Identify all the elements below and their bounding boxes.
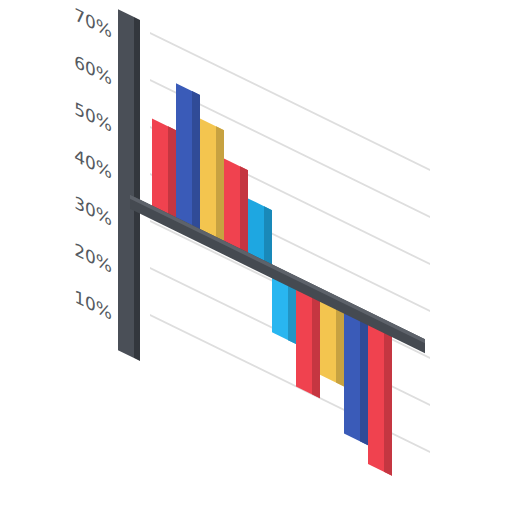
tick-label: 20% bbox=[74, 239, 112, 277]
tick-label: 50% bbox=[74, 98, 112, 136]
bar bbox=[344, 307, 368, 446]
bar bbox=[296, 283, 320, 398]
tick-label: 70% bbox=[74, 4, 112, 42]
bar-shade bbox=[240, 166, 248, 259]
tick-label: 10% bbox=[74, 286, 112, 324]
bar bbox=[368, 318, 392, 475]
baseline-arm bbox=[130, 195, 425, 354]
bar bbox=[176, 83, 200, 236]
bar-shade bbox=[384, 326, 392, 476]
y-axis bbox=[118, 9, 134, 358]
chart: 10% 20% 30% 40% 50% 60% 70% bbox=[0, 0, 512, 512]
bar-shade bbox=[216, 126, 224, 247]
y-axis-side bbox=[134, 17, 140, 361]
tick-label: 30% bbox=[74, 192, 112, 230]
bar-shade bbox=[312, 291, 320, 398]
tick-label: 40% bbox=[74, 145, 112, 183]
bar-shade bbox=[360, 314, 368, 445]
baseline-arm-top bbox=[130, 195, 425, 344]
plot: 10% 20% 30% 40% 50% 60% 70% bbox=[74, 0, 430, 503]
bar-shade bbox=[168, 126, 176, 224]
tick-label: 60% bbox=[74, 51, 112, 89]
bar-shade bbox=[336, 303, 344, 387]
bar bbox=[200, 118, 224, 247]
bar-shade bbox=[192, 91, 200, 236]
